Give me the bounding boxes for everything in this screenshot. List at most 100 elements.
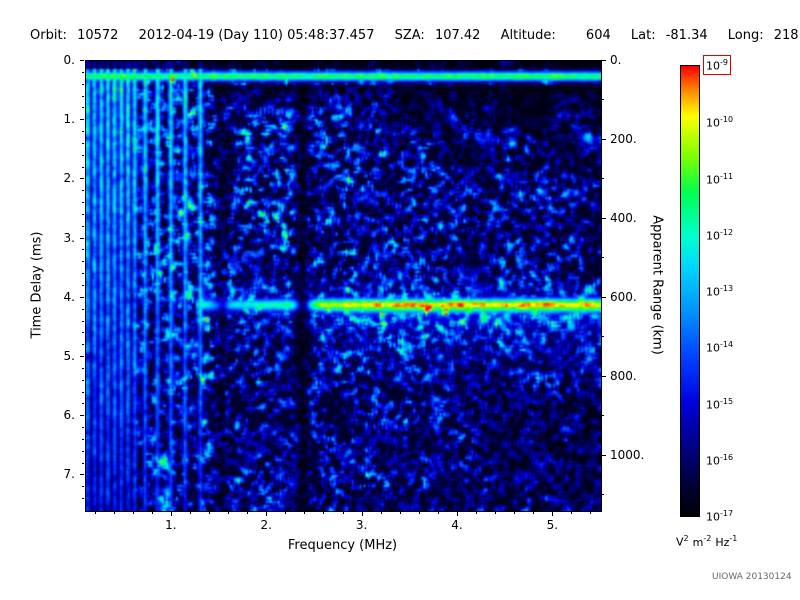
y-left-minor-tick	[82, 427, 84, 429]
x-minor-tick	[495, 512, 497, 514]
y-right-tick	[602, 296, 606, 298]
lat-label: Lat:	[630, 28, 656, 43]
y-left-minor-tick	[82, 249, 84, 251]
x-minor-tick	[94, 512, 96, 514]
y-left-minor-tick	[82, 225, 84, 227]
x-tick-label: 3.	[355, 518, 368, 532]
y-left-minor-tick	[82, 462, 84, 464]
x-minor-tick	[323, 512, 325, 514]
y-right-minor-tick	[602, 415, 604, 417]
x-tick-label: 5.	[546, 518, 559, 532]
y-axis-label-left: Time Delay (ms)	[29, 231, 45, 339]
y-left-minor-tick	[82, 344, 84, 346]
y-right-tick	[602, 454, 606, 456]
y-right-tick-label: 600.	[610, 289, 637, 304]
y-right-minor-tick	[602, 99, 604, 101]
y-left-minor-tick	[82, 166, 84, 168]
y-left-minor-tick	[82, 95, 84, 97]
y-left-minor-tick	[82, 71, 84, 73]
x-minor-tick	[533, 512, 535, 514]
y-left-tick	[80, 474, 84, 476]
observation-header: Orbit: 10572 2012-04-19 (Day 110) 05:48:…	[30, 28, 800, 43]
altitude-value: 604	[585, 28, 611, 43]
y-left-tick	[80, 119, 84, 121]
x-tick-label: 2.	[260, 518, 272, 532]
y-left-minor-tick	[82, 131, 84, 133]
orbit-label: Orbit:	[30, 28, 67, 43]
x-minor-tick	[208, 512, 210, 514]
x-minor-tick	[132, 512, 134, 514]
y-right-tick-label: 400.	[610, 210, 637, 225]
unit-m-exp: -2	[703, 534, 712, 543]
y-left-tick	[80, 356, 84, 358]
y-left-minor-tick	[82, 273, 84, 275]
y-left-minor-tick	[82, 450, 84, 452]
y-right-tick-label: 0.	[610, 53, 622, 67]
unit-v: V	[676, 535, 684, 549]
x-tick	[552, 512, 554, 516]
y-left-tick	[80, 60, 84, 61]
colorbar-tick-label: 10-10	[706, 115, 734, 130]
y-right-tick	[602, 138, 606, 140]
sza-value: 107.42	[434, 28, 481, 43]
y-left-tick-label: 6.	[63, 408, 75, 423]
x-minor-tick	[228, 512, 230, 514]
x-minor-tick	[151, 512, 153, 514]
unit-hz-exp: -1	[729, 534, 738, 543]
unit-hz: Hz	[715, 535, 730, 549]
y-right-tick	[602, 60, 606, 61]
y-left-minor-tick	[82, 332, 84, 334]
x-minor-tick	[476, 512, 478, 514]
x-minor-tick	[285, 512, 287, 514]
y-left-minor-tick	[82, 403, 84, 405]
y-left-tick-label: 2.	[63, 171, 75, 186]
x-minor-tick	[571, 512, 573, 514]
y-left-minor-tick	[82, 190, 84, 192]
y-left-tick-label: 7.	[63, 467, 75, 482]
x-minor-tick	[247, 512, 249, 514]
y-left-minor-tick	[82, 486, 84, 488]
y-right-minor-tick	[602, 257, 604, 259]
spectrogram-plot	[85, 60, 602, 512]
x-minor-tick	[304, 512, 306, 514]
y-left-minor-tick	[82, 107, 84, 109]
y-right-tick-label: 200.	[610, 131, 637, 146]
x-minor-tick	[418, 512, 420, 514]
unit-v-exp: 2	[683, 534, 689, 543]
datetime-value: 2012-04-19 (Day 110) 05:48:37.457	[138, 28, 375, 43]
y-left-minor-tick	[82, 202, 84, 204]
sza-label: SZA:	[394, 28, 425, 43]
altitude-label: Altitude:	[500, 28, 556, 43]
y-axis-label-right: Apparent Range (km)	[649, 215, 665, 355]
x-minor-tick	[514, 512, 516, 514]
y-left-minor-tick	[82, 308, 84, 310]
y-left-tick-label: 1.	[63, 112, 75, 127]
x-tick-label: 1.	[165, 518, 177, 532]
colorbar-unit-label: V2 m-2 Hz-1	[676, 534, 786, 549]
y-left-tick	[80, 296, 84, 298]
y-left-minor-tick	[82, 83, 84, 85]
colorbar-tick-label: 10-11	[706, 171, 734, 187]
y-left-minor-tick	[82, 261, 84, 263]
colorbar-tick-label: 10-15	[706, 396, 734, 412]
x-minor-tick	[399, 512, 401, 514]
y-right-minor-tick	[602, 336, 604, 338]
y-left-minor-tick	[82, 285, 84, 286]
y-left-minor-tick	[82, 213, 84, 215]
x-tick-label: 4.	[451, 518, 463, 532]
x-minor-tick	[437, 512, 439, 514]
y-left-minor-tick	[82, 154, 84, 156]
x-minor-tick	[189, 512, 191, 514]
colorbar-max-tick-label: 10-9	[703, 55, 731, 75]
x-tick	[361, 512, 363, 516]
colorbar-canvas	[681, 66, 699, 516]
y-right-tick	[602, 217, 606, 219]
x-minor-tick	[113, 512, 115, 514]
y-left-minor-tick	[82, 367, 84, 369]
unit-m: m	[692, 535, 704, 549]
y-right-tick-label: 1000.	[610, 447, 645, 462]
y-left-tick-label: 5.	[63, 349, 75, 364]
x-minor-tick	[380, 512, 382, 514]
lat-value: -81.34	[665, 28, 708, 43]
y-right-minor-tick	[602, 178, 604, 180]
